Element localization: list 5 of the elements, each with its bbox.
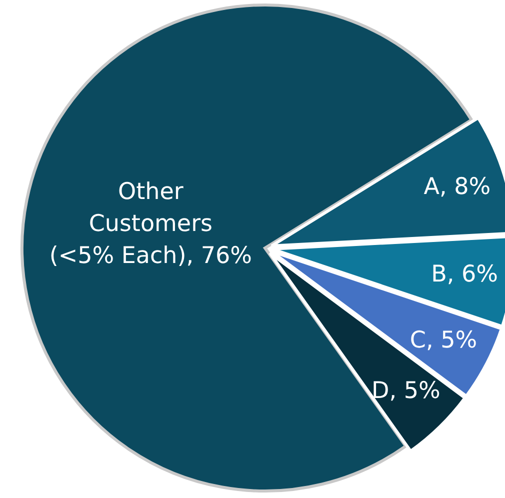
slice-label: Other Customers (<5% Each), 76% — [49, 179, 252, 270]
slice-label: D, 5% — [372, 378, 440, 404]
slice-label: C, 5% — [410, 328, 478, 354]
slice-label: A, 8% — [424, 174, 491, 200]
slice-label: B, 6% — [431, 262, 498, 288]
